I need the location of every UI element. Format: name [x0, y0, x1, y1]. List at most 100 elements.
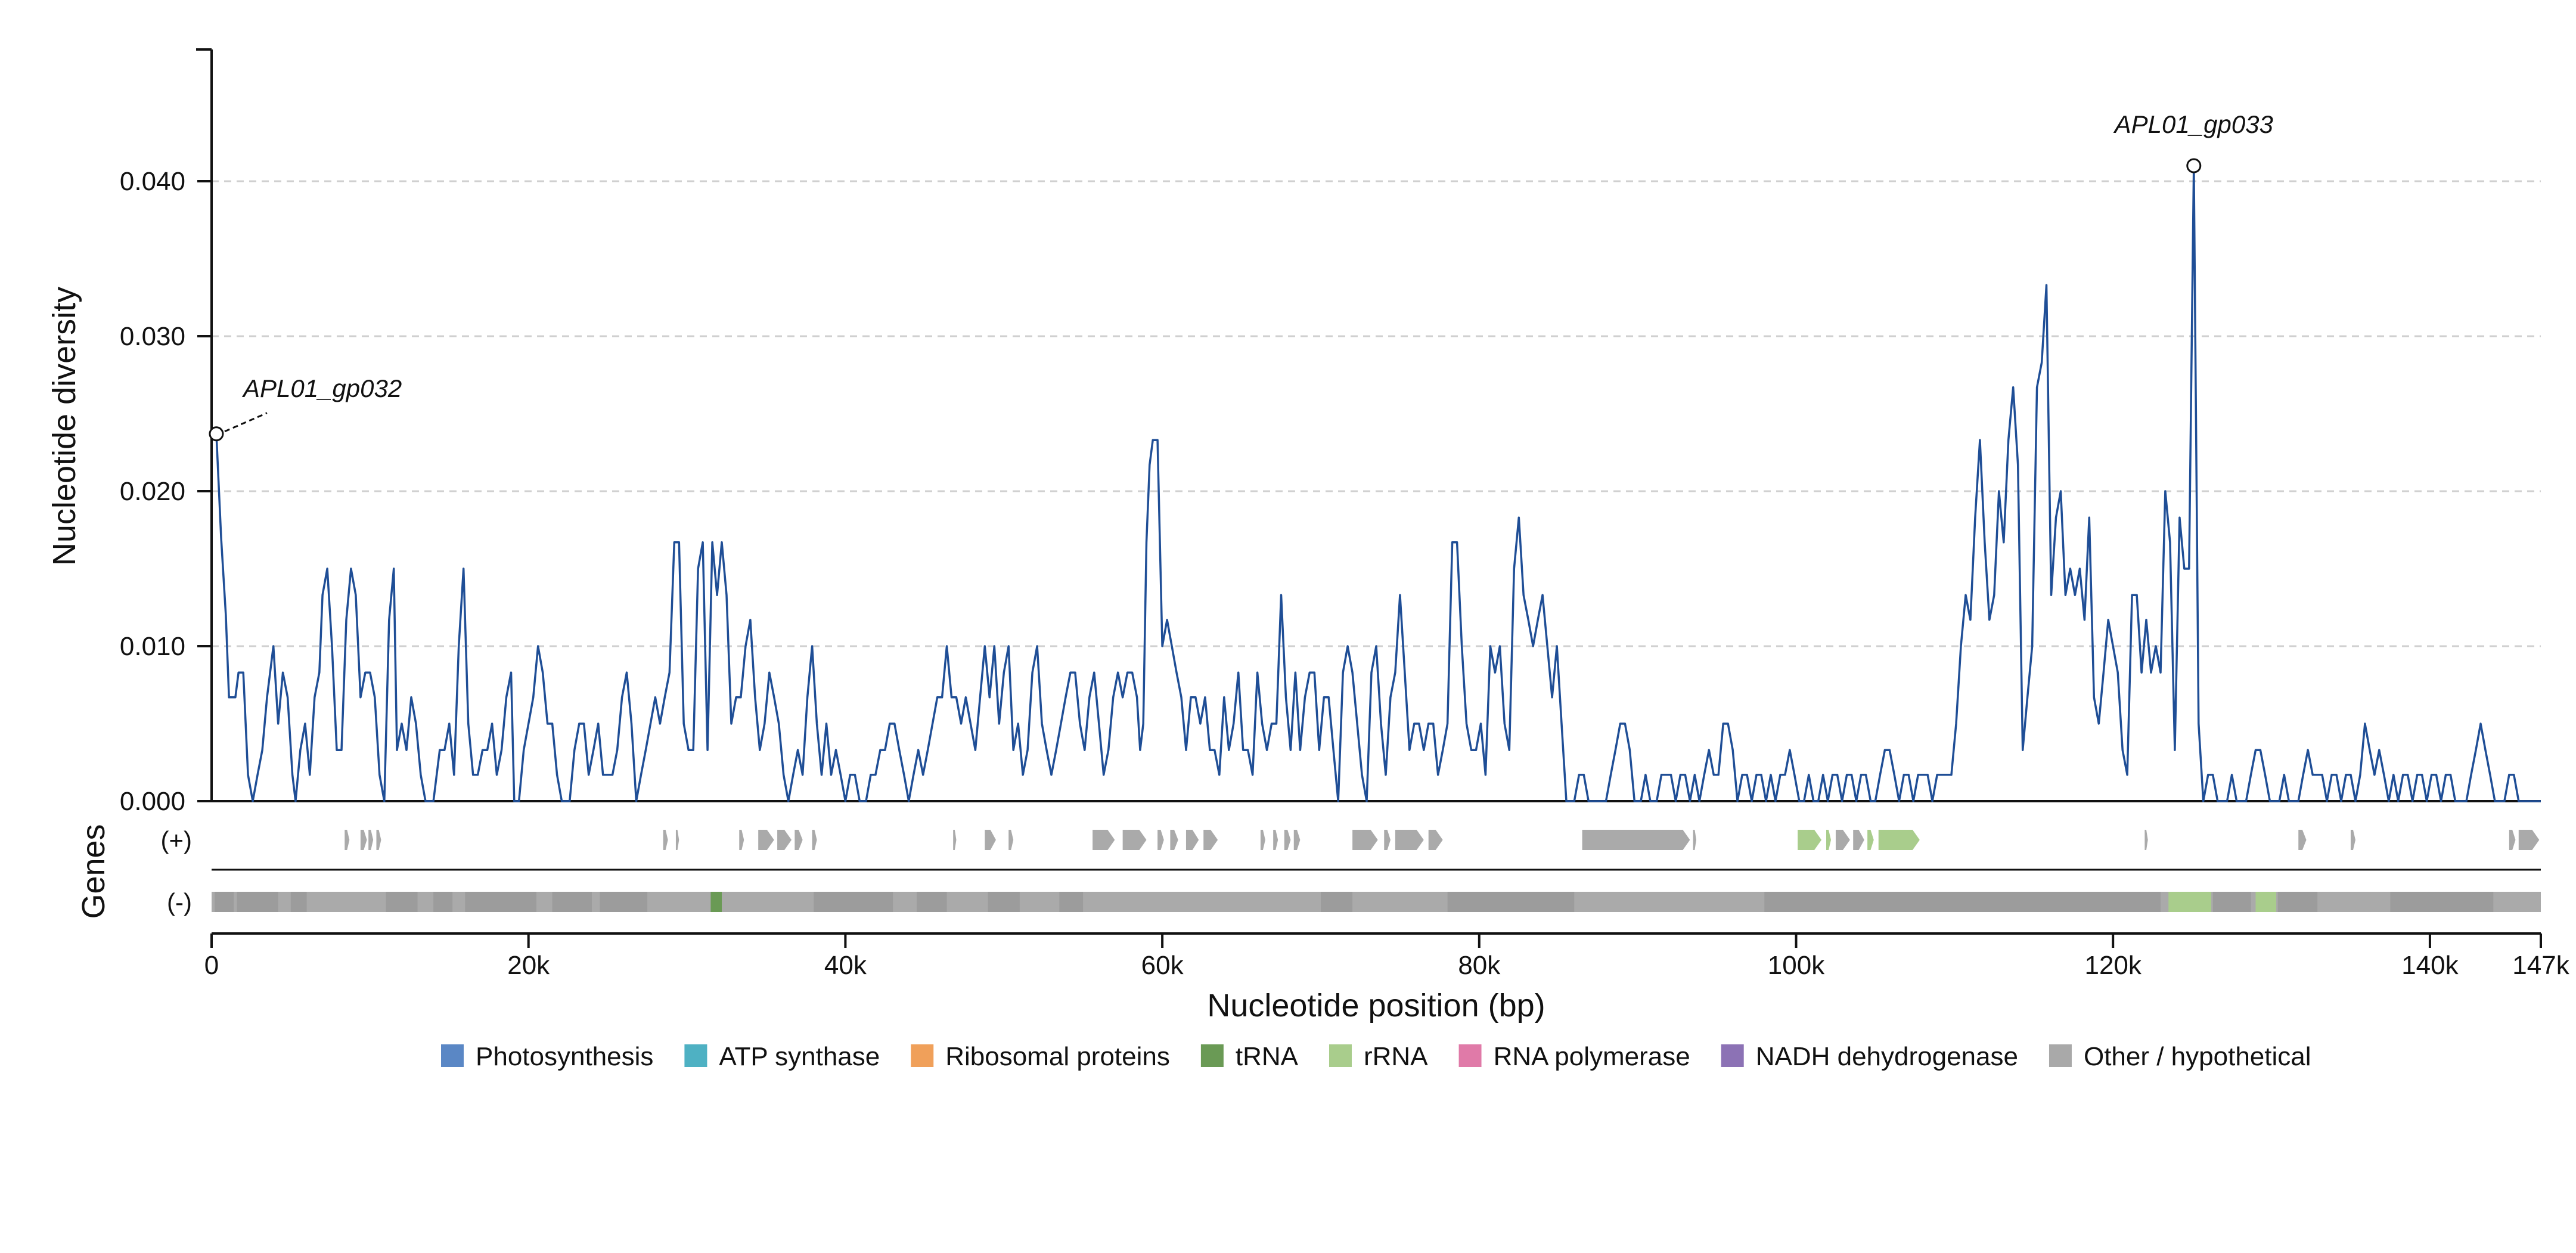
y-tick-label: 0.010: [120, 632, 185, 661]
gene-plus: [953, 830, 957, 850]
gene-plus: [985, 830, 996, 850]
y-tick-label: 0.000: [120, 787, 185, 816]
y-ticks: 0.000 0.010 0.020 0.030 0.040: [120, 167, 212, 816]
gene-plus: [794, 830, 803, 850]
y-tick-label: 0.030: [120, 322, 185, 351]
annotation-marker: [2186, 158, 2202, 173]
legend-swatch: [684, 1044, 707, 1067]
x-tick-label: 60k: [1141, 951, 1184, 980]
annotation-leader: [224, 412, 268, 433]
gene-minus: [2255, 892, 2277, 912]
gene-minus: [433, 892, 453, 912]
legend-swatch: [1721, 1044, 1744, 1067]
gene-plus: [2518, 830, 2540, 850]
y-axis-title: Nucleotide diversity: [46, 287, 82, 566]
gene-minus: [814, 892, 893, 912]
gene-plus: [1157, 830, 1164, 850]
minus-strand-label: (-): [167, 888, 192, 916]
legend-swatch: [1329, 1044, 1352, 1067]
legend-swatch: [441, 1044, 464, 1067]
gene-minus: [917, 892, 947, 912]
x-tick-label: 120k: [2084, 951, 2142, 980]
gene-plus: [1284, 830, 1291, 850]
gene-minus: [2212, 892, 2251, 912]
gene-minus: [2390, 892, 2494, 912]
gene-plus: [360, 830, 367, 850]
gene-plus: [2509, 830, 2516, 850]
legend-swatch: [1458, 1044, 1482, 1067]
gene-minus: [2168, 892, 2212, 912]
x-tick-label: 147k: [2512, 951, 2569, 980]
gene-plus: [777, 830, 792, 850]
x-tick-label: 100k: [1768, 951, 1825, 980]
diversity-line: [212, 165, 2541, 802]
gene-minus: [1764, 892, 2161, 912]
annotations: APL01_gp032 APL01_gp033: [209, 110, 2273, 442]
annotation-marker: [209, 426, 224, 442]
gene-plus: [1185, 830, 1199, 850]
diversity-series: [212, 165, 2541, 802]
gene-plus: [1122, 830, 1147, 850]
gene-plus: [1293, 830, 1301, 850]
gene-plus: [812, 830, 817, 850]
gene-minus: [215, 892, 234, 912]
y-tick-label: 0.040: [120, 167, 185, 196]
gene-minus: [1320, 892, 1353, 912]
y-tick-label: 0.020: [120, 477, 185, 506]
gene-plus: [344, 830, 350, 850]
gene-plus: [2144, 830, 2148, 850]
legend-swatch: [2049, 1044, 2072, 1067]
gene-minus: [988, 892, 1020, 912]
legend-label: NADH dehydrogenase: [1756, 1042, 2018, 1071]
x-tick-label: 0: [204, 951, 219, 980]
gene-plus: [376, 830, 381, 850]
gene-minus: [552, 892, 592, 912]
gene-minus: [600, 892, 648, 912]
gene-plus: [1878, 830, 1920, 850]
gene-minus: [237, 892, 278, 912]
x-tick-label: 20k: [507, 951, 550, 980]
annotation-label: APL01_gp033: [2113, 110, 2273, 138]
gene-track-title: Genes: [76, 824, 111, 919]
gene-plus: [1203, 830, 1218, 850]
gene-plus: [1093, 830, 1115, 850]
gene-plus: [1260, 830, 1265, 850]
gene-plus: [1835, 830, 1850, 850]
gene-plus: [739, 830, 744, 850]
gene-plus: [368, 830, 374, 850]
gene-minus: [710, 892, 722, 912]
gene-plus: [1352, 830, 1378, 850]
legend-swatch: [911, 1044, 934, 1067]
plus-strand-label: (+): [161, 826, 193, 854]
gene-plus: [1008, 830, 1014, 850]
legend-label: Photosynthesis: [476, 1042, 653, 1071]
legend-label: Other / hypothetical: [2084, 1042, 2311, 1071]
legend-label: rRNA: [1364, 1042, 1428, 1071]
gene-plus: [1826, 830, 1831, 850]
gene-plus: [1853, 830, 1864, 850]
x-axis-title: Nucleotide position (bp): [1207, 988, 1545, 1024]
gene-minus: [290, 892, 307, 912]
gene-plus: [1867, 830, 1874, 850]
x-tick-label: 80k: [1458, 951, 1501, 980]
annotation-label: APL01_gp032: [241, 374, 402, 402]
gene-plus: [1170, 830, 1178, 850]
gene-plus: [1693, 830, 1697, 850]
gene-plus: [2298, 830, 2307, 850]
legend-label: tRNA: [1236, 1042, 1299, 1071]
legend-label: RNA polymerase: [1494, 1042, 1690, 1071]
gene-plus: [758, 830, 774, 850]
gene-minus: [465, 892, 536, 912]
gene-minus: [2277, 892, 2318, 912]
gene-plus: [2350, 830, 2355, 850]
legend-swatch: [1200, 1044, 1224, 1067]
axes: [196, 48, 2541, 935]
x-tick-label: 140k: [2401, 951, 2459, 980]
x-tick-label: 40k: [824, 951, 867, 980]
legend-label: ATP synthase: [719, 1042, 880, 1071]
gene-plus: [1798, 830, 1822, 850]
legend-label: Ribosomal proteins: [945, 1042, 1170, 1071]
gene-plus: [1395, 830, 1424, 850]
gene-plus: [675, 830, 679, 850]
